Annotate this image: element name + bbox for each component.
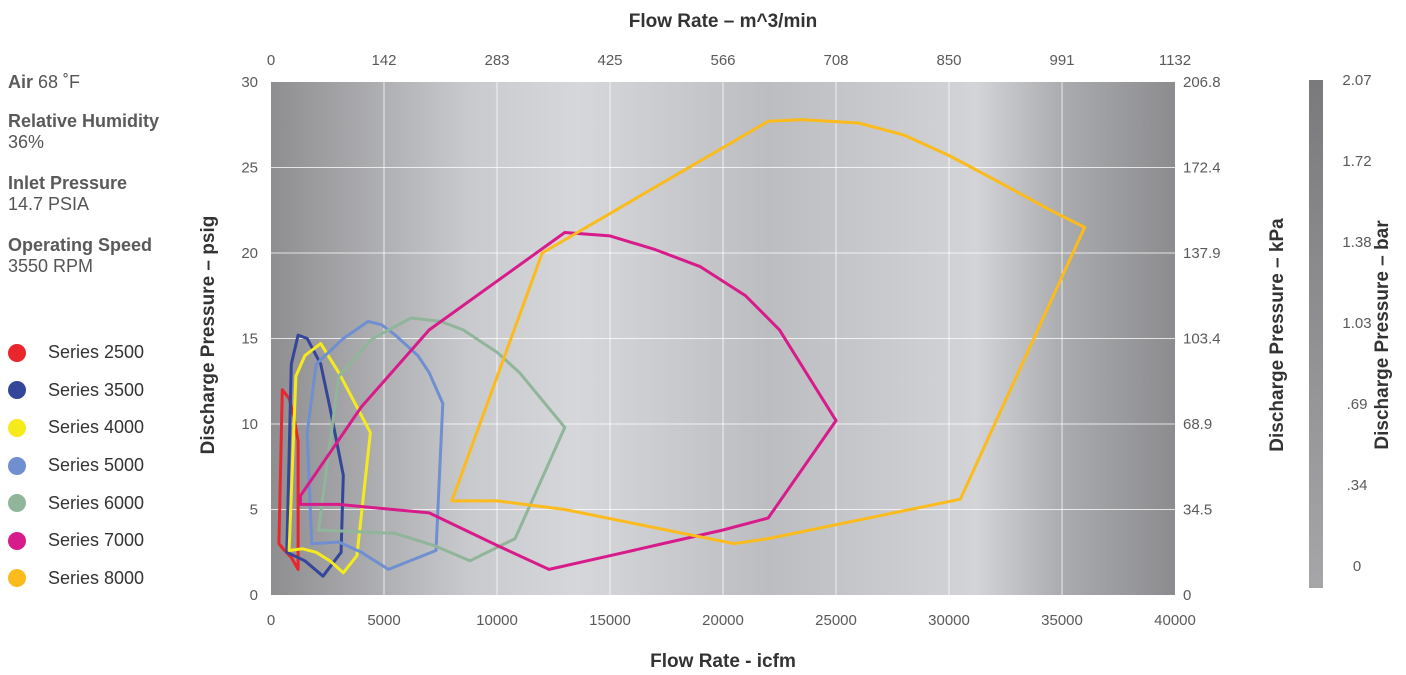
x-tick-label: 30000: [928, 612, 970, 629]
legend-label: Series 4000: [48, 417, 145, 438]
legend-swatch: [8, 531, 26, 550]
y-tick-label: 25: [241, 160, 258, 177]
x-axis-title: Flow Rate - icfm: [650, 651, 796, 672]
x-tick-label: 35000: [1041, 612, 1083, 629]
y2-tick-label: 34.5: [1183, 502, 1212, 519]
inlet-label: Inlet Pressure: [8, 173, 128, 193]
x2-tick-label: 708: [823, 52, 848, 69]
y3-tick-label: 2.07: [1342, 72, 1371, 89]
y2-tick-label: 0: [1183, 587, 1191, 604]
x2-tick-label: 142: [371, 52, 396, 69]
legend-item: Series 5000: [8, 447, 144, 485]
condition-inlet-pressure: Inlet Pressure 14.7 PSIA: [8, 173, 127, 215]
y3-tick-label: .69: [1347, 396, 1368, 413]
humidity-label: Relative Humidity: [8, 111, 160, 131]
x2-tick-label: 0: [267, 52, 275, 69]
humidity-value: 36%: [8, 132, 45, 152]
legend-label: Series 5000: [48, 455, 145, 476]
x2-tick-label: 1132: [1159, 52, 1191, 69]
legend-swatch: [8, 494, 26, 513]
tick-labels: 0050001421000028315000425200005662500070…: [241, 52, 1371, 629]
x-tick-label: 5000: [367, 612, 400, 629]
x-tick-label: 10000: [476, 612, 518, 629]
speed-label: Operating Speed: [8, 235, 153, 255]
y2-tick-label: 172.4: [1183, 160, 1221, 177]
y-tick-label: 10: [241, 416, 258, 433]
legend-label: Series 7000: [48, 530, 145, 551]
y-tick-label: 15: [241, 331, 258, 348]
condition-operating-speed: Operating Speed 3550 RPM: [8, 235, 152, 277]
legend-label: Series 8000: [48, 567, 145, 588]
x-tick-label: 25000: [815, 612, 857, 629]
x-tick-label: 0: [267, 612, 275, 629]
y-tick-label: 5: [250, 502, 258, 519]
x2-tick-label: 283: [484, 52, 509, 69]
y-tick-label: 0: [250, 587, 258, 604]
x2-tick-label: 991: [1049, 52, 1074, 69]
legend-swatch: [8, 381, 26, 400]
y2-tick-label: 137.9: [1183, 245, 1221, 262]
y3-tick-label: 0: [1353, 558, 1361, 575]
condition-humidity: Relative Humidity 36%: [8, 111, 159, 153]
y2-tick-label: 68.9: [1183, 416, 1212, 433]
legend-label: Series 2500: [48, 342, 145, 363]
series-curve-series-7000: [298, 231, 838, 571]
y3-axis-title: Discharge Pressure – bar: [1372, 220, 1393, 450]
legend-item: Series 4000: [8, 409, 144, 447]
legend-label: Series 6000: [48, 492, 145, 513]
legend-label: Series 3500: [48, 379, 145, 400]
legend-item: Series 2500: [8, 334, 144, 372]
y-tick-label: 20: [241, 245, 258, 262]
bar-scale-strip: [1309, 80, 1323, 588]
legend-swatch: [8, 343, 26, 362]
series-curves: [277, 118, 1087, 578]
legend-item: Series 7000: [8, 522, 144, 560]
x-tick-label: 15000: [589, 612, 631, 629]
legend-swatch: [8, 569, 26, 588]
x2-tick-label: 850: [936, 52, 961, 69]
y-tick-label: 30: [241, 74, 258, 91]
y3-tick-label: 1.03: [1342, 315, 1371, 332]
chart-legend: Series 2500 Series 3500 Series 4000 Series …: [8, 334, 144, 597]
legend-item: Series 8000: [8, 560, 144, 598]
air-value: 68 ˚F: [38, 72, 81, 92]
x2-tick-label: 566: [710, 52, 735, 69]
y3-tick-label: 1.72: [1342, 153, 1371, 170]
series-curve-series-3500: [285, 333, 345, 578]
legend-swatch: [8, 418, 26, 437]
y3-tick-label: 1.38: [1342, 234, 1371, 251]
y2-axis-title: Discharge Pressure – kPa: [1267, 218, 1288, 452]
grid-lines: [271, 82, 1175, 595]
legend-item: Series 3500: [8, 372, 144, 410]
legend-item: Series 6000: [8, 484, 144, 522]
series-curve-series-4000: [287, 342, 372, 575]
legend-swatch: [8, 456, 26, 475]
speed-value: 3550 RPM: [8, 256, 94, 276]
air-label: Air: [8, 72, 34, 92]
x2-tick-label: 425: [597, 52, 622, 69]
inlet-value: 14.7 PSIA: [8, 194, 90, 214]
y3-tick-label: .34: [1347, 477, 1368, 494]
y2-tick-label: 206.8: [1183, 74, 1221, 91]
series-curve-series-6000: [317, 316, 567, 563]
x-tick-label: 40000: [1154, 612, 1196, 629]
y2-tick-label: 103.4: [1183, 331, 1221, 348]
x2-axis-title: Flow Rate – m^3/min: [629, 11, 817, 32]
condition-air: Air 68 ˚F: [8, 72, 80, 93]
series-curve-series-8000: [450, 118, 1087, 546]
series-curve-series-5000: [305, 319, 445, 571]
x-tick-label: 20000: [702, 612, 744, 629]
y-axis-title: Discharge Pressure – psig: [198, 216, 219, 455]
